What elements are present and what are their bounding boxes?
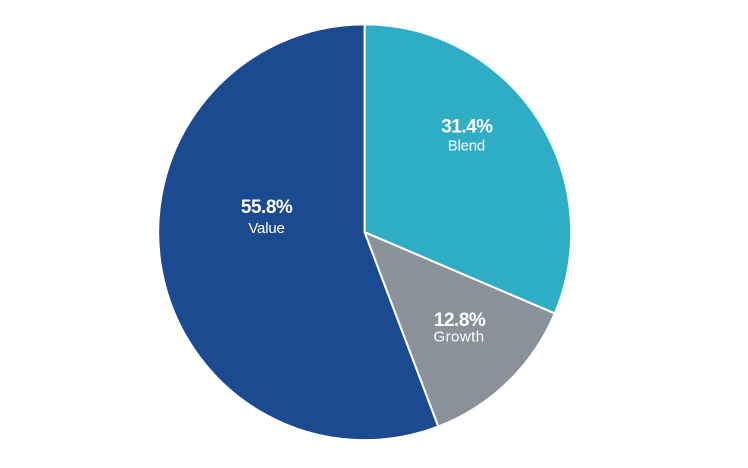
svg-text:Blend: Blend	[448, 137, 485, 154]
svg-text:Value: Value	[248, 220, 284, 237]
svg-text:12.8%: 12.8%	[434, 310, 486, 331]
svg-text:31.4%: 31.4%	[441, 117, 493, 138]
svg-text:Growth: Growth	[433, 328, 484, 345]
svg-text:55.8%: 55.8%	[241, 197, 293, 218]
